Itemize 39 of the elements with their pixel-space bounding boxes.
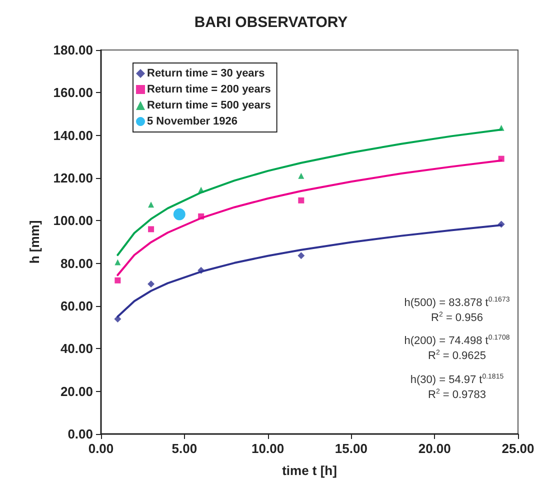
- legend-label: Return time = 30 years: [147, 68, 265, 80]
- y-tick-label: 80.00: [60, 256, 93, 271]
- point: [298, 172, 304, 179]
- point: [148, 202, 154, 208]
- y-tick-label: 20.00: [60, 384, 93, 399]
- y-tick-label: 40.00: [60, 341, 93, 356]
- y-tick-label: 60.00: [60, 298, 93, 314]
- x-tick-label: 5.00: [172, 441, 198, 456]
- point: [198, 266, 205, 274]
- y-axis-title: h [mm]: [27, 220, 42, 264]
- y-tick-label: 120.00: [53, 170, 93, 186]
- point: [498, 156, 504, 162]
- x-tick-label: 0.00: [88, 441, 114, 456]
- chart-title: BARI OBSERVATORY: [194, 14, 348, 31]
- point: [198, 213, 204, 220]
- x-axis-title: time t [h]: [282, 463, 337, 478]
- x-tick-label: 25.00: [502, 441, 534, 456]
- point: [148, 226, 154, 232]
- point: [298, 252, 305, 260]
- y-tick-label: 140.00: [53, 128, 93, 143]
- legend-label: Return time = 200 years: [147, 84, 271, 96]
- point: [498, 124, 504, 131]
- y-tick-label: 160.00: [53, 85, 93, 100]
- y-tick-label: 0.00: [68, 426, 93, 442]
- point: [173, 208, 186, 220]
- legend-label: Return time = 500 years: [147, 100, 271, 112]
- y-tick-label: 100.00: [53, 213, 93, 228]
- point: [198, 186, 204, 193]
- point: [114, 277, 121, 284]
- x-tick-label: 15.00: [334, 441, 368, 456]
- x-tick-label: 10.00: [252, 441, 284, 456]
- point: [148, 280, 155, 288]
- legend-label: 5 November 1926: [147, 116, 238, 128]
- point: [498, 220, 505, 228]
- point: [298, 197, 304, 204]
- y-tick-label: 180.00: [53, 42, 93, 58]
- x-tick-label: 20.00: [418, 441, 451, 456]
- point: [114, 259, 121, 266]
- point: [114, 316, 122, 323]
